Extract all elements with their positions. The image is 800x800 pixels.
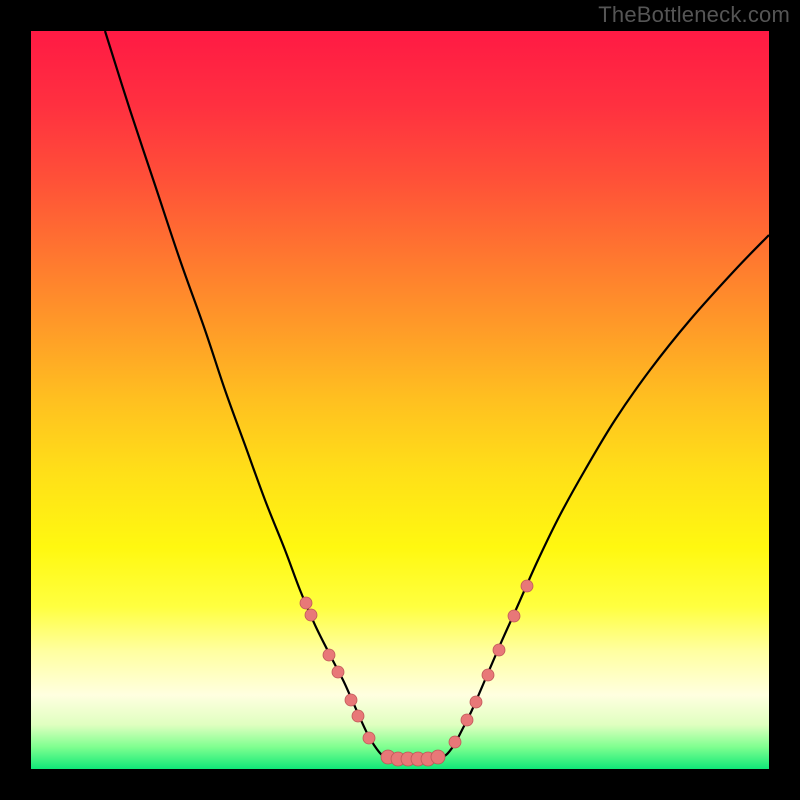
chart-container: TheBottleneck.com xyxy=(0,0,800,800)
data-point xyxy=(352,710,364,722)
data-point xyxy=(493,644,505,656)
data-point xyxy=(449,736,461,748)
data-point xyxy=(508,610,520,622)
data-point xyxy=(323,649,335,661)
data-point xyxy=(345,694,357,706)
data-point xyxy=(470,696,482,708)
chart-svg xyxy=(0,0,800,800)
data-point xyxy=(482,669,494,681)
plot-gradient-background xyxy=(31,31,769,769)
data-point xyxy=(461,714,473,726)
data-point xyxy=(305,609,317,621)
data-point xyxy=(332,666,344,678)
data-point xyxy=(300,597,312,609)
data-point xyxy=(521,580,533,592)
data-point xyxy=(363,732,375,744)
watermark-text: TheBottleneck.com xyxy=(598,2,790,28)
data-point xyxy=(431,750,445,764)
